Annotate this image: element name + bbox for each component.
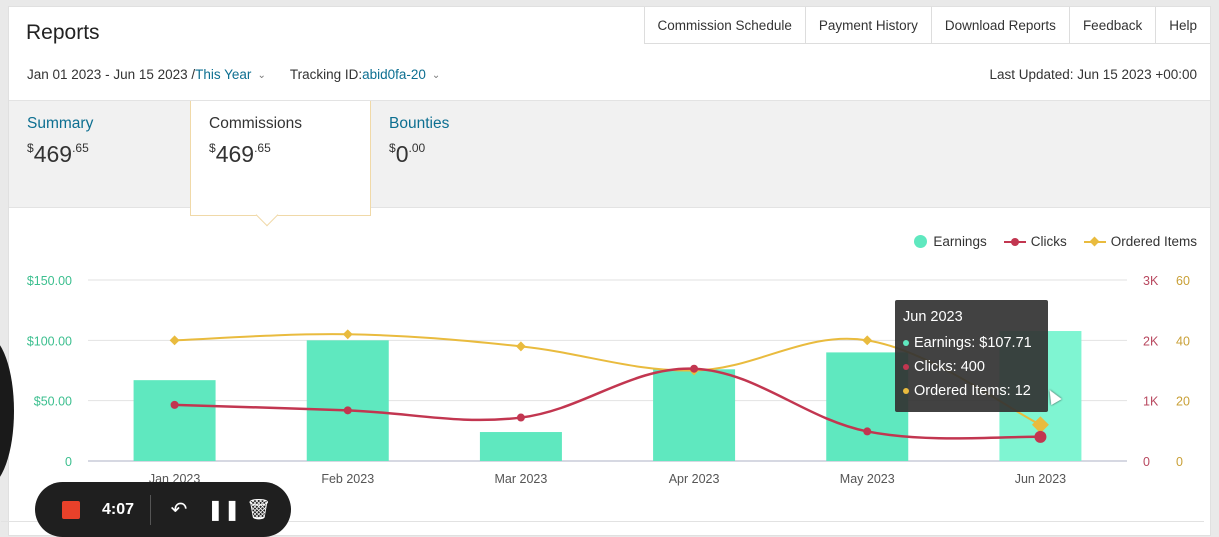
y-left-tick-label: $150.00 [27, 274, 72, 288]
table-header-row [1, 521, 1204, 537]
tab-label: Bounties [389, 115, 450, 132]
stop-recording-button[interactable] [62, 500, 80, 519]
clicks-point [343, 406, 352, 415]
y-mid-tick-label: 2K [1143, 334, 1159, 348]
legend-ordered-label: Ordered Items [1110, 234, 1197, 249]
ordered-items-point [862, 335, 873, 346]
x-tick-label: Jun 2023 [1015, 472, 1066, 486]
page-title: Reports [26, 21, 100, 44]
legend-clicks[interactable]: Clicks [1003, 234, 1067, 249]
tooltip-row-ordered: Ordered Items: 12 [903, 379, 1040, 403]
tab-amount: $469.65 [27, 141, 89, 167]
toolbar-divider [150, 494, 152, 525]
chevron-down-icon[interactable]: ⌄ [257, 70, 266, 81]
payment-history-link[interactable]: Payment History [806, 7, 932, 43]
download-reports-link[interactable]: Download Reports [932, 7, 1070, 43]
earnings-bar [133, 380, 216, 461]
legend-earnings[interactable]: Earnings [914, 234, 987, 249]
legend-earnings-label: Earnings [933, 234, 987, 249]
report-tabs: Summary $469.65 Commissions $469.65 Boun… [9, 100, 1210, 216]
y-right-tick-label: 40 [1176, 334, 1190, 348]
last-updated-text: Last Updated: Jun 15 2023 +00:00 [989, 67, 1197, 82]
undo-icon[interactable]: ↶ [170, 499, 188, 521]
y-right-tick-label: 20 [1176, 395, 1190, 409]
clicks-line [174, 367, 1041, 440]
recording-time: 4:07 [102, 500, 135, 518]
tab-amount: $469.65 [209, 141, 271, 167]
clicks-point [516, 413, 525, 422]
clicks-point [690, 364, 699, 373]
legend-clicks-marker [1003, 236, 1026, 248]
tab-label: Commissions [209, 115, 303, 132]
x-tick-label: Mar 2023 [495, 472, 548, 486]
clicks-point [863, 427, 872, 436]
y-mid-tick-label: 3K [1143, 274, 1159, 288]
y-left-tick-label: 0 [65, 455, 72, 469]
top-nav: Commission Schedule Payment History Down… [643, 7, 1210, 44]
tab-summary[interactable]: Summary $469.65 [9, 101, 190, 207]
chart-legend: Earnings Clicks Ordered Items [897, 234, 1197, 249]
feedback-link[interactable]: Feedback [1070, 7, 1157, 43]
tab-amount: $0.00 [389, 141, 426, 167]
commission-schedule-link[interactable]: Commission Schedule [645, 7, 806, 43]
chevron-down-icon[interactable]: ⌄ [431, 70, 441, 81]
x-tick-label: Feb 2023 [321, 472, 374, 486]
tab-commissions[interactable]: Commissions $469.65 [190, 101, 371, 216]
x-tick-label: Apr 2023 [669, 472, 720, 486]
help-link[interactable]: Help [1169, 17, 1197, 33]
y-mid-tick-label: 1K [1143, 395, 1159, 409]
tab-label: Summary [27, 115, 94, 132]
ordered-items-point [342, 329, 353, 340]
date-range-text: Jan 01 2023 - Jun 15 2023 / [27, 67, 196, 82]
y-right-tick-label: 0 [1176, 455, 1183, 469]
chart-tooltip: Jun 2023 Earnings: $107.71 Clicks: 400 O… [895, 300, 1048, 412]
clicks-point [170, 400, 179, 409]
ordered-items-point [169, 335, 180, 346]
earnings-bar [653, 369, 736, 461]
tracking-id-label: Tracking ID: [289, 67, 363, 82]
tooltip-row-clicks: Clicks: 400 [903, 355, 1040, 379]
y-left-tick-label: $100.00 [27, 334, 72, 348]
legend-ordered-marker [1083, 236, 1106, 248]
recording-toolbar: 4:07 ↶ ❚❚ 🗑 [35, 482, 291, 537]
earnings-bar [826, 352, 909, 461]
pause-icon[interactable]: ❚❚ [207, 499, 241, 521]
trash-icon[interactable]: 🗑 [246, 499, 272, 521]
legend-earnings-marker [914, 235, 928, 248]
date-preset-dropdown[interactable]: This Year [195, 67, 252, 82]
tracking-id-dropdown[interactable]: abid0fa-20 [362, 67, 426, 82]
tab-bounties[interactable]: Bounties $0.00 [371, 101, 552, 207]
earnings-bar [479, 432, 562, 461]
ordered-items-point [515, 341, 526, 352]
y-right-tick-label: 60 [1176, 274, 1190, 288]
tooltip-row-earnings: Earnings: $107.71 [903, 331, 1040, 355]
earnings-bar [306, 340, 389, 461]
y-mid-tick-label: 0 [1143, 455, 1150, 469]
report-filters: Jan 01 2023 - Jun 15 2023 / This Year ⌄ … [27, 67, 464, 82]
clicks-point [1034, 430, 1047, 443]
legend-clicks-label: Clicks [1030, 234, 1067, 249]
legend-ordered-items[interactable]: Ordered Items [1083, 234, 1197, 249]
x-tick-label: May 2023 [840, 472, 895, 486]
tooltip-title: Jun 2023 [903, 309, 963, 325]
y-left-tick-label: $50.00 [34, 395, 72, 409]
